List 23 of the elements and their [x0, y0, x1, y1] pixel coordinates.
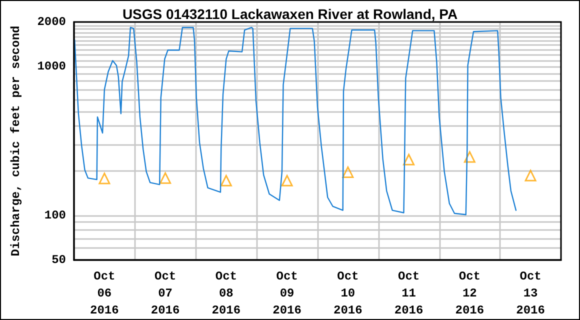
- point: [464, 151, 476, 163]
- point: [524, 170, 536, 182]
- y-tick-label: 100: [44, 208, 66, 222]
- x-tick-label: Oct 11 2016: [394, 270, 424, 318]
- point: [98, 172, 110, 184]
- y-axis-title: Discharge, cubic feet per second: [9, 26, 23, 256]
- line-series: [74, 26, 517, 216]
- x-tick-label: Oct 09 2016: [272, 270, 302, 318]
- x-tick-label: Oct 10 2016: [334, 270, 362, 318]
- point: [342, 166, 354, 178]
- point: [403, 154, 415, 166]
- y-tick-label: 2000: [37, 15, 66, 29]
- x-tick-label: Oct 07 2016: [150, 270, 180, 318]
- x-tick-label: Oct 06 2016: [90, 270, 119, 318]
- chart-title: USGS 01432110 Lackawaxen River at Rowland, PA: [122, 6, 458, 22]
- x-tick-label: Oct 08 2016: [212, 270, 241, 318]
- x-tick-label: Oct 12 2016: [455, 270, 484, 318]
- y-tick-label: 1000: [37, 60, 66, 74]
- point: [160, 172, 172, 184]
- point: [281, 174, 293, 186]
- point: [220, 174, 232, 186]
- y-tick-label: 50: [52, 253, 66, 267]
- x-tick-label: Oct 13 2016: [516, 270, 545, 318]
